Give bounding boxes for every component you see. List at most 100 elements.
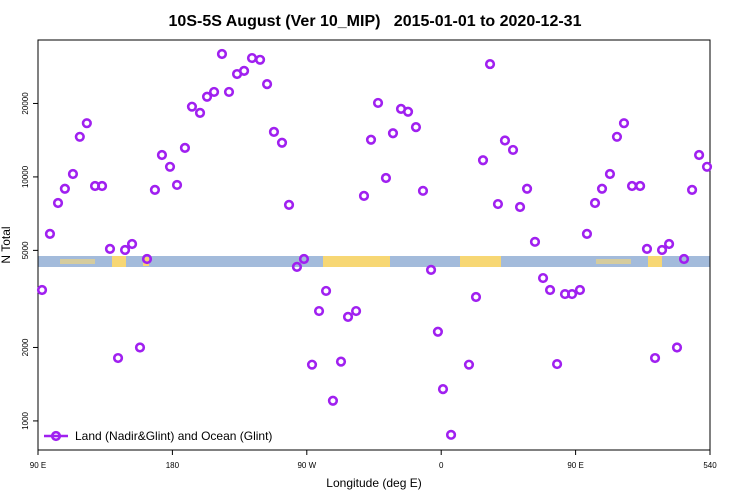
point bbox=[581, 228, 593, 240]
point bbox=[44, 228, 56, 240]
point bbox=[566, 288, 578, 300]
point bbox=[134, 342, 146, 353]
point bbox=[59, 183, 70, 194]
point bbox=[484, 58, 496, 70]
point bbox=[261, 79, 273, 90]
map-strip bbox=[38, 256, 710, 267]
point bbox=[656, 244, 668, 256]
y-tick-label: 10000 bbox=[21, 165, 30, 188]
point bbox=[372, 97, 384, 109]
point bbox=[544, 284, 556, 296]
y-tick-label: 5000 bbox=[21, 241, 30, 259]
land bbox=[60, 259, 95, 264]
point bbox=[223, 86, 235, 98]
point bbox=[432, 326, 444, 337]
point bbox=[514, 201, 526, 213]
point bbox=[112, 352, 124, 364]
land bbox=[323, 256, 390, 267]
point bbox=[306, 359, 318, 370]
point bbox=[283, 199, 295, 210]
point bbox=[686, 184, 698, 195]
point bbox=[96, 180, 108, 192]
point bbox=[671, 342, 683, 353]
legend-label: Land (Nadir&Glint) and Ocean (Glint) bbox=[75, 429, 272, 443]
point bbox=[529, 236, 541, 247]
point bbox=[342, 311, 354, 322]
x-tick-label: 90 W bbox=[297, 461, 316, 470]
point bbox=[380, 172, 392, 184]
y-axis-label: N Total bbox=[0, 226, 13, 263]
point bbox=[604, 168, 616, 180]
point bbox=[350, 305, 362, 317]
land bbox=[460, 256, 501, 267]
land bbox=[648, 256, 662, 267]
point bbox=[74, 131, 85, 142]
point bbox=[126, 238, 138, 250]
point bbox=[445, 429, 457, 440]
point bbox=[320, 285, 332, 297]
point bbox=[463, 359, 475, 370]
point bbox=[589, 197, 601, 209]
point bbox=[470, 291, 482, 303]
x-tick-label: 90 E bbox=[30, 461, 46, 470]
land bbox=[596, 259, 631, 264]
point bbox=[238, 65, 250, 76]
point bbox=[52, 197, 64, 209]
point bbox=[492, 198, 504, 210]
point bbox=[358, 190, 370, 201]
point bbox=[537, 272, 549, 284]
point bbox=[626, 180, 638, 192]
point bbox=[649, 352, 661, 364]
point bbox=[216, 48, 228, 60]
point bbox=[291, 261, 303, 272]
x-tick-label: 90 E bbox=[567, 461, 583, 470]
point bbox=[194, 107, 206, 118]
point bbox=[171, 179, 183, 191]
point bbox=[611, 131, 623, 142]
point bbox=[149, 184, 161, 195]
point bbox=[36, 284, 48, 296]
point bbox=[635, 180, 646, 192]
y-tick-label: 2000 bbox=[21, 338, 30, 356]
point bbox=[678, 253, 690, 265]
point bbox=[298, 253, 310, 265]
x-axis-label: Longitude (deg E) bbox=[326, 476, 421, 490]
point bbox=[156, 149, 168, 161]
legend-marker bbox=[50, 430, 62, 442]
point bbox=[246, 52, 258, 64]
point bbox=[186, 101, 198, 112]
point bbox=[276, 137, 288, 148]
point bbox=[521, 183, 533, 194]
y-tick-label: 1000 bbox=[21, 411, 30, 429]
point bbox=[410, 122, 422, 133]
point bbox=[499, 135, 511, 146]
point bbox=[313, 305, 325, 317]
x-tick-label: 180 bbox=[166, 461, 180, 470]
point bbox=[417, 185, 429, 196]
point bbox=[437, 384, 449, 395]
point bbox=[618, 118, 630, 129]
point bbox=[402, 106, 414, 117]
plot-frame bbox=[37, 39, 711, 451]
point bbox=[104, 243, 116, 254]
point bbox=[507, 144, 519, 156]
point bbox=[327, 395, 339, 406]
point bbox=[387, 128, 399, 139]
chart-title: 10S-5S August (Ver 10_MIP) 2015-01-01 to… bbox=[169, 13, 582, 30]
point bbox=[81, 118, 92, 129]
land bbox=[112, 256, 126, 267]
point bbox=[596, 183, 608, 194]
point bbox=[179, 142, 191, 153]
y-tick-label: 20000 bbox=[21, 92, 30, 115]
point bbox=[477, 155, 489, 166]
point bbox=[701, 161, 713, 172]
x-tick-label: 540 bbox=[703, 461, 717, 470]
point bbox=[141, 253, 153, 265]
point bbox=[663, 238, 675, 250]
point bbox=[641, 243, 653, 254]
point bbox=[164, 161, 176, 172]
point bbox=[425, 264, 437, 275]
point bbox=[268, 126, 280, 137]
point bbox=[208, 86, 220, 98]
